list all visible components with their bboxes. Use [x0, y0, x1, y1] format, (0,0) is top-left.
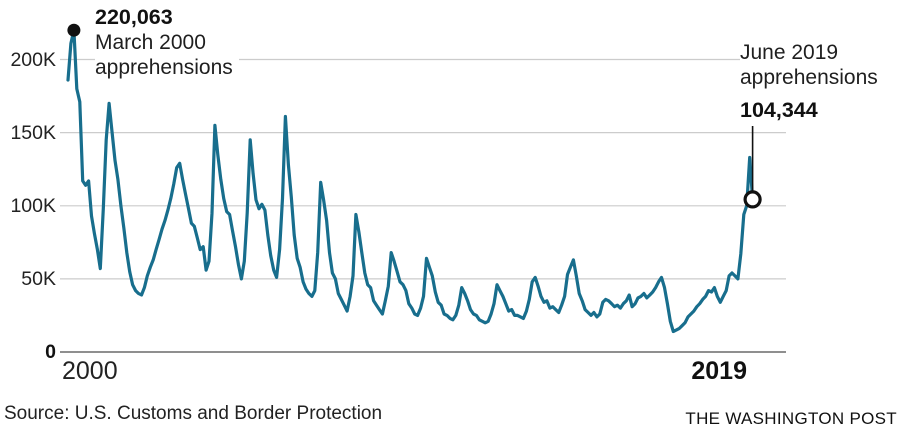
y-axis-tick-label: 150K	[10, 121, 56, 144]
annotation-june-2019-value: 104,344	[740, 98, 818, 122]
annotation-march-2000-line1: March 2000	[95, 31, 206, 54]
y-axis-tick-label: 0	[45, 341, 56, 363]
x-axis-tick-2019: 2019	[691, 357, 747, 385]
annotation-march-2000-line2: apprehensions	[95, 56, 233, 79]
source-attribution: Source: U.S. Customs and Border Protecti…	[4, 403, 383, 424]
annotation-june-2019: June 2019 apprehensions 104,344	[740, 40, 896, 123]
annotation-june-2019-line1: June 2019	[740, 41, 839, 64]
annotation-march-2000-value: 220,063	[95, 5, 173, 29]
publisher-credit: THE WASHINGTON POST	[685, 409, 897, 428]
apprehensions-line	[66, 28, 755, 334]
x-axis-tick-2000: 2000	[62, 357, 118, 385]
peak-marker-dot	[67, 23, 81, 37]
y-axis-tick-label: 100K	[10, 194, 56, 217]
annotation-june-2019-line2: apprehensions	[740, 66, 878, 89]
y-axis-tick-label: 50K	[21, 267, 56, 290]
y-axis-tick-label: 200K	[10, 48, 56, 71]
annotation-march-2000: 220,063 March 2000 apprehensions	[95, 4, 239, 80]
latest-marker-circle	[743, 190, 762, 209]
